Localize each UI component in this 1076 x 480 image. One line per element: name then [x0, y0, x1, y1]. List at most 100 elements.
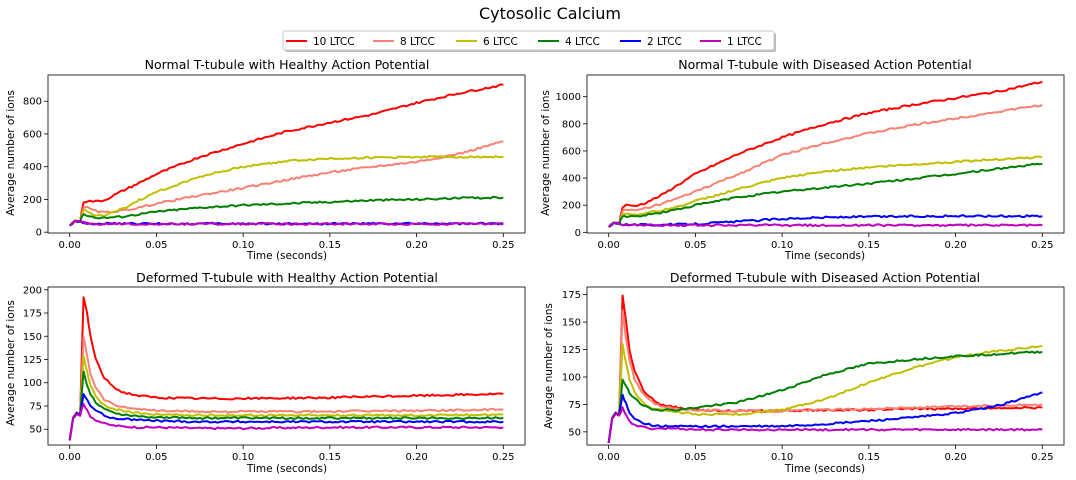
- y-tick-label: 0: [36, 228, 42, 239]
- x-tick-label: 0.25: [1031, 452, 1053, 463]
- x-tick-label: 0.20: [944, 452, 966, 463]
- x-tick-label: 0.05: [684, 240, 706, 251]
- series-line: [68, 402, 504, 441]
- x-tick-label: 0.15: [858, 240, 880, 251]
- x-axis-label: Time (seconds): [246, 250, 327, 262]
- series-line: [68, 219, 504, 227]
- y-tick-label: 400: [562, 174, 581, 185]
- x-tick-label: 0.25: [492, 240, 514, 251]
- series-line: [607, 350, 1043, 443]
- y-tick-label: 800: [562, 119, 581, 130]
- y-tick-label: 400: [23, 162, 42, 173]
- legend: 10 LTCC 8 LTCC 6 LTCC 4 LTCC 2 LTCC 1 LTCC: [282, 30, 776, 52]
- legend-entry: 2 LTCC: [620, 36, 682, 48]
- x-tick-label: 0.00: [598, 240, 620, 251]
- x-tick-label: 0.25: [1031, 240, 1053, 251]
- series-line: [607, 406, 1043, 443]
- legend-label: 6 LTCC: [483, 36, 518, 48]
- series-line: [608, 155, 1043, 228]
- x-tick-label: 0.15: [319, 452, 341, 463]
- series-line: [607, 309, 1043, 443]
- x-tick-label: 0.05: [145, 240, 167, 251]
- figure-title: Cytosolic Calcium: [479, 4, 621, 23]
- y-tick-label: 150: [23, 332, 42, 343]
- series-line: [607, 391, 1043, 443]
- y-tick-label: 1000: [556, 92, 581, 103]
- plot-area: 0.00 0.05 0.10 0.15 0.20 0.25 0 200 400 600 800: [23, 74, 526, 251]
- y-tick-label: 200: [23, 195, 42, 206]
- series-line: [68, 370, 504, 441]
- plot-frame: [47, 286, 526, 446]
- x-tick-label: 0.10: [232, 240, 254, 251]
- series-line: [68, 393, 504, 441]
- x-tick-label: 0.00: [59, 240, 81, 251]
- y-tick-label: 800: [23, 97, 42, 108]
- plot-frame: [586, 286, 1065, 446]
- legend-label: 1 LTCC: [727, 36, 762, 48]
- plot-area: 0.00 0.05 0.10 0.15 0.20 0.25 50 75 100 125 150 175: [562, 286, 1065, 463]
- panel-deformed-healthy: Deformed T-tubule with Healthy Action Po…: [5, 270, 438, 475]
- y-tick-label: 175: [23, 309, 42, 320]
- x-tick-label: 0.20: [405, 452, 427, 463]
- y-tick-label: 150: [562, 318, 581, 329]
- x-tick-label: 0.05: [145, 452, 167, 463]
- legend-box: [282, 30, 775, 51]
- legend-entry: 6 LTCC: [456, 36, 518, 48]
- y-axis-label: Average number of ions: [543, 303, 555, 429]
- y-tick-label: 0: [575, 228, 581, 239]
- series-line: [68, 296, 504, 441]
- y-tick-label: 175: [562, 290, 581, 301]
- legend-entry: 8 LTCC: [373, 36, 435, 48]
- legend-label: 8 LTCC: [400, 36, 435, 48]
- plot-frame: [586, 74, 1065, 234]
- series-line: [608, 214, 1043, 228]
- x-tick-label: 0.10: [771, 452, 793, 463]
- y-tick-label: 600: [23, 129, 42, 140]
- x-tick-label: 0.10: [771, 240, 793, 251]
- y-tick-label: 75: [29, 401, 42, 412]
- x-tick-label: 0.00: [598, 452, 620, 463]
- legend-entry: 1 LTCC: [700, 36, 762, 48]
- y-tick-label: 200: [23, 285, 42, 296]
- legend-label: 10 LTCC: [313, 36, 355, 48]
- series-line: [68, 354, 504, 441]
- y-tick-label: 125: [23, 355, 42, 366]
- panel-title: Deformed T-tubule with Healthy Action Po…: [136, 270, 438, 285]
- series-line: [607, 342, 1043, 443]
- panel-deformed-diseased: Deformed T-tubule with Diseased Action P…: [543, 270, 980, 475]
- y-tick-label: 50: [568, 427, 581, 438]
- plot-area: 0.00 0.05 0.10 0.15 0.20 0.25 0 200 400 600 800 100…: [556, 74, 1065, 251]
- y-tick-label: 100: [23, 378, 42, 389]
- y-axis-label: Average number of ions: [5, 300, 17, 426]
- legend-entry: 4 LTCC: [538, 36, 600, 48]
- series-line: [68, 335, 504, 441]
- y-axis-label: Average number of ions: [540, 90, 552, 216]
- series-line: [68, 140, 504, 227]
- x-tick-label: 0.10: [232, 452, 254, 463]
- y-tick-label: 50: [29, 425, 42, 436]
- panel-title: Deformed T-tubule with Diseased Action P…: [670, 270, 980, 285]
- x-axis-label: Time (seconds): [784, 463, 865, 475]
- series-line: [69, 195, 504, 227]
- series-line: [608, 103, 1043, 228]
- x-tick-label: 0.00: [59, 452, 81, 463]
- series-line: [68, 155, 504, 227]
- y-axis-label: Average number of ions: [5, 90, 17, 216]
- x-tick-label: 0.15: [858, 452, 880, 463]
- plot-area: 0.00 0.05 0.10 0.15 0.20 0.25 50 75 100 125 150 175…: [23, 285, 526, 463]
- x-tick-label: 0.15: [319, 240, 341, 251]
- y-tick-label: 600: [562, 146, 581, 157]
- y-tick-label: 200: [562, 201, 581, 212]
- legend-label: 2 LTCC: [647, 36, 682, 48]
- y-tick-label: 100: [562, 372, 581, 383]
- series-line: [69, 83, 504, 227]
- panel-normal-diseased: Normal T-tubule with Diseased Action Pot…: [540, 57, 972, 262]
- y-tick-label: 75: [568, 400, 581, 411]
- plot-frame: [47, 74, 526, 234]
- x-tick-label: 0.05: [684, 452, 706, 463]
- y-tick-label: 125: [562, 345, 581, 356]
- series-line: [608, 80, 1043, 228]
- series-line: [607, 162, 1043, 228]
- panel-normal-healthy: Normal T-tubule with Healthy Action Pote…: [5, 57, 429, 262]
